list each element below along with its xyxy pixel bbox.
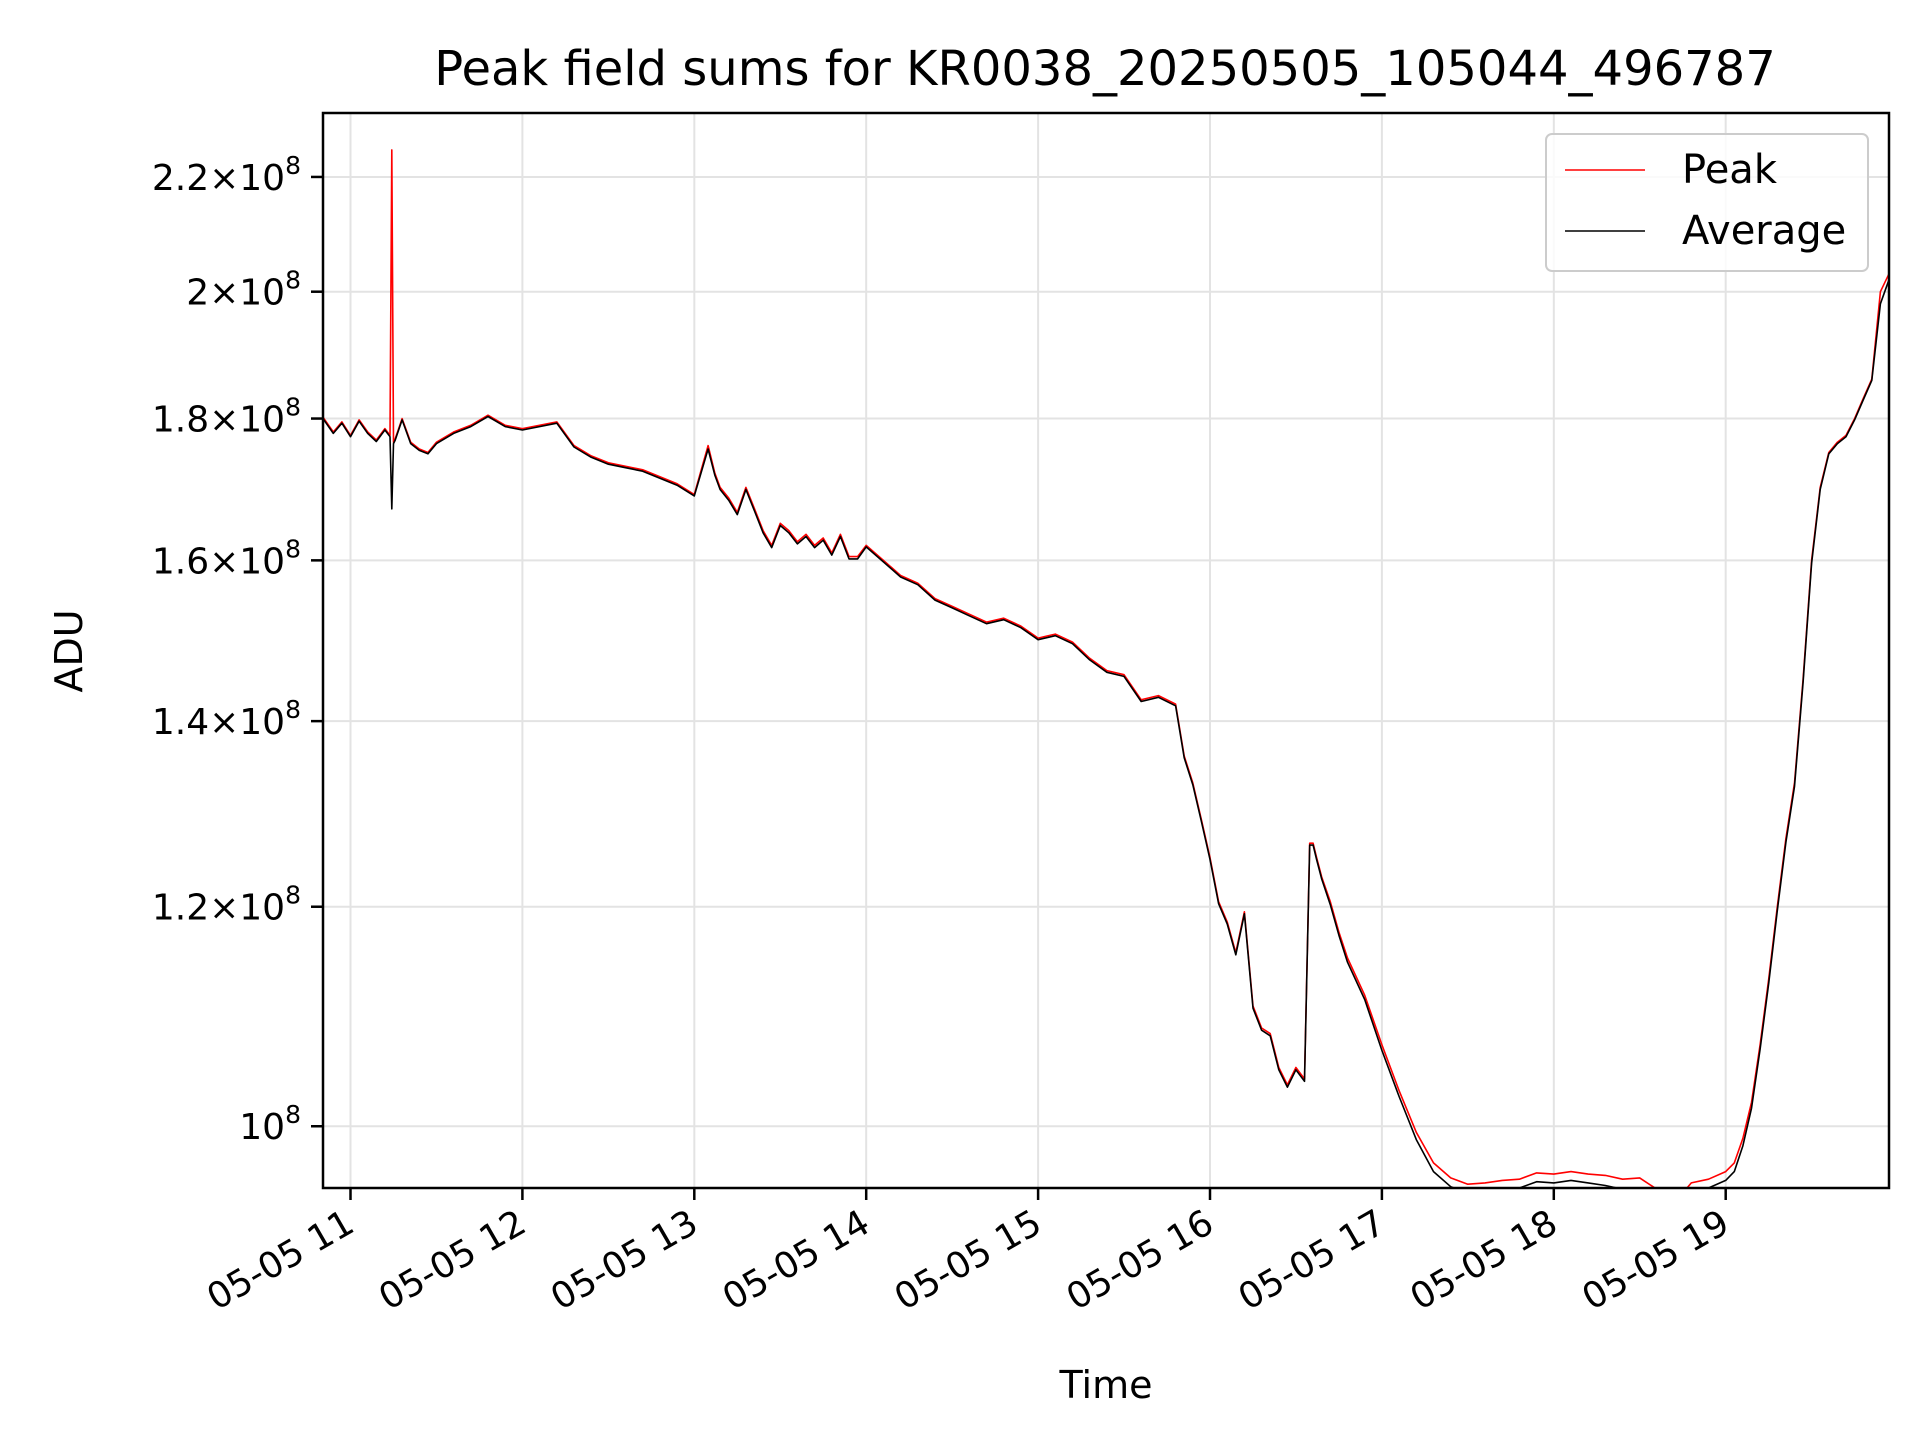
legend-box bbox=[1545, 133, 1869, 272]
chart-title: Peak field sums for KR0038_20250505_1050… bbox=[434, 41, 1776, 97]
plot-area-frame bbox=[321, 111, 1891, 1190]
y-axis: 108 1.2×108 1.4×108 1.6×108 1.8×108 2×108 2.2×… bbox=[152, 151, 323, 1148]
series-line-average bbox=[323, 279, 1889, 1188]
y-tick-label: 2.2×108 bbox=[152, 151, 301, 199]
y-tick-label: 2×108 bbox=[186, 266, 301, 314]
series-line-peak bbox=[323, 149, 1889, 1188]
y-axis-label: ADU bbox=[47, 609, 91, 692]
y-tick-label: 1.2×108 bbox=[152, 881, 301, 929]
legend[interactable]: Peak Average bbox=[1545, 133, 1869, 272]
y-tick-label: 1.8×108 bbox=[152, 393, 301, 441]
y-tick-label: 108 bbox=[239, 1100, 301, 1148]
legend-label-peak: Peak bbox=[1682, 147, 1778, 193]
y-tick-label: 1.4×108 bbox=[152, 695, 301, 743]
y-tick-label: 1.6×108 bbox=[152, 534, 301, 582]
series-lines bbox=[323, 149, 1889, 1188]
x-axis-label: Time bbox=[1059, 1363, 1153, 1407]
grid bbox=[323, 113, 1889, 1188]
legend-label-average: Average bbox=[1682, 208, 1846, 254]
